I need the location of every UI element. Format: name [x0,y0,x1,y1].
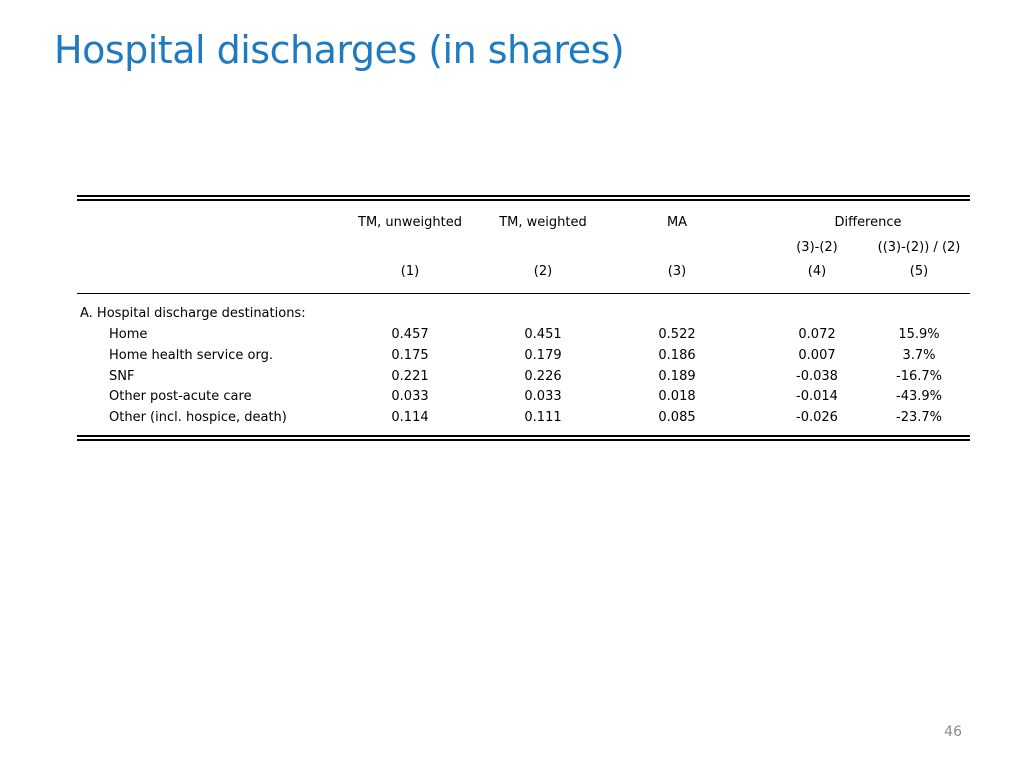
table-bottom-rule [77,435,970,437]
table-cell: -0.014 [796,389,838,404]
table-cell: 0.226 [524,369,562,384]
table-cell: 0.221 [391,369,429,384]
table-cell: -43.9% [896,389,942,404]
column-number-2: (2) [533,264,553,279]
table-cell: 3.7% [902,348,936,363]
table-cell: 0.179 [524,348,562,363]
column-header-tm-weighted: TM, weighted [499,215,587,230]
table-cell: 0.018 [658,389,696,404]
row-label-other-post-acute: Other post-acute care [109,389,252,404]
table-cell: 0.111 [524,410,562,425]
table-bottom-rule-inner [77,439,970,441]
table-cell: 0.072 [798,327,836,342]
row-label-home-health: Home health service org. [109,348,273,363]
table-cell: 0.451 [524,327,562,342]
table-cell: 0.175 [391,348,429,363]
table-cell: 0.085 [658,410,696,425]
table-cell: 0.189 [658,369,696,384]
table-cell: 0.114 [391,410,429,425]
column-number-5: (5) [909,264,929,279]
page-number: 46 [944,724,962,740]
table-cell: 0.522 [658,327,696,342]
column-header-ma: MA [666,215,688,230]
table-top-rule-inner [77,199,970,201]
table-cell: 15.9% [898,327,940,342]
column-number-3: (3) [667,264,687,279]
table-header-rule [77,293,970,295]
column-subheader-diff-pct: ((3)-(2)) / (2) [877,240,961,255]
table-cell: -0.026 [796,410,838,425]
table-cell: 0.033 [524,389,562,404]
table-cell: -0.038 [796,369,838,384]
column-subheader-diff-abs: (3)-(2) [796,240,838,255]
column-number-4: (4) [807,264,827,279]
row-label-other-incl-hospice: Other (incl. hospice, death) [109,410,287,425]
table-cell: 0.457 [391,327,429,342]
row-label-home: Home [109,327,148,342]
column-header-difference: Difference [834,215,902,230]
table-cell: 0.186 [658,348,696,363]
table-cell: -23.7% [896,410,942,425]
slide-title: Hospital discharges (in shares) [54,28,625,72]
section-label: A. Hospital discharge destinations: [80,306,306,321]
row-label-snf: SNF [109,369,135,384]
table-cell: 0.007 [798,348,836,363]
table-cell: 0.033 [391,389,429,404]
column-number-1: (1) [400,264,420,279]
table-top-rule [77,195,970,197]
column-header-tm-unweighted: TM, unweighted [358,215,462,230]
table-cell: -16.7% [896,369,942,384]
